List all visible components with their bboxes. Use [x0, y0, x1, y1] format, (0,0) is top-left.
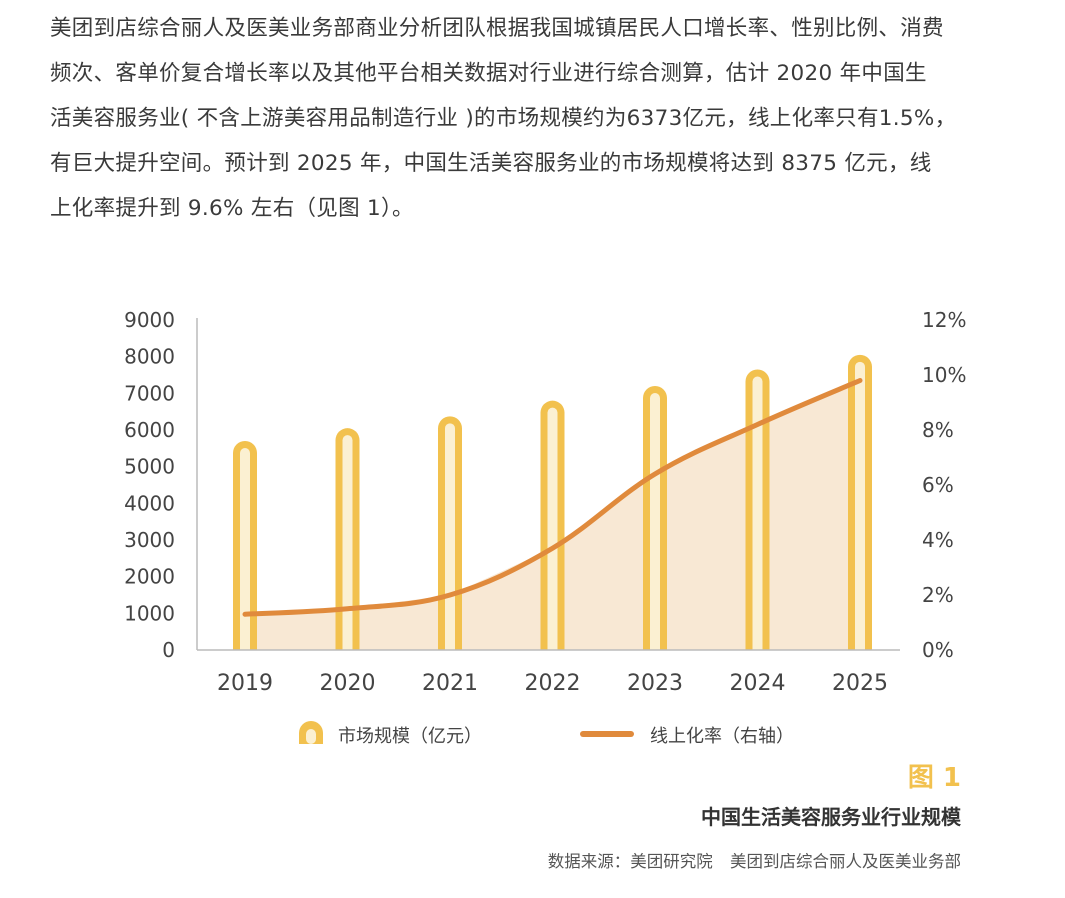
x-tick-label: 2025: [832, 671, 888, 696]
left-tick-label: 2000: [124, 565, 175, 589]
figure-source: 数据来源：美团研究院 美团到店综合丽人及医美业务部: [548, 848, 961, 872]
bar-inner: [650, 393, 660, 650]
paragraph-line: 活美容服务业( 不含上游美容用品制造行业 )的市场规模约为6373亿元，线上化率…: [50, 106, 957, 131]
bar-inner: [752, 376, 763, 650]
left-tick-label: 8000: [124, 345, 175, 369]
right-tick-label: 8%: [922, 418, 954, 442]
bar-inner: [445, 423, 455, 650]
left-tick-label: 6000: [124, 418, 175, 442]
bar-inner: [547, 407, 558, 650]
bar-inner: [240, 448, 250, 650]
x-tick-label: 2024: [730, 671, 786, 696]
source-org: 美团到店综合丽人及医美业务部: [730, 852, 961, 871]
right-tick-label: 6%: [922, 473, 954, 497]
source-label: 数据来源：美团研究院: [547, 852, 713, 871]
paragraph-line: 上化率提升到 9.6% 左右（见图 1）。: [50, 196, 414, 221]
legend: 市场规模（亿元） 线上化率（右轴）: [299, 721, 794, 747]
left-tick-label: 7000: [124, 381, 175, 405]
x-tick-label: 2022: [525, 671, 581, 696]
bar-inner: [342, 435, 353, 650]
right-tick-label: 4%: [922, 528, 954, 552]
legend-label-online-rate: 线上化率（右轴）: [650, 726, 794, 747]
figure-label: 图 1: [907, 763, 961, 793]
figure-title: 中国生活美容服务业行业规模: [701, 805, 961, 829]
left-tick-label: 4000: [124, 491, 175, 515]
right-tick-label: 0%: [922, 638, 954, 662]
left-tick-label: 3000: [124, 528, 175, 552]
paragraph-line: 频次、客单价复合增长率以及其他平台相关数据对行业进行综合测算，估计 2020 年…: [50, 61, 927, 86]
area-layer: [245, 380, 860, 650]
legend-label-market-size: 市场规模（亿元）: [338, 726, 482, 747]
left-tick-label: 1000: [124, 601, 175, 625]
line-layer: [242, 378, 863, 617]
right-tick-label: 12%: [922, 308, 966, 332]
left-tick-label: 0: [162, 638, 175, 662]
bar-inner: [855, 361, 865, 650]
paragraph-line: 美团到店综合丽人及医美业务部商业分析团队根据我国城镇居民人口增长率、性别比例、消…: [50, 16, 944, 41]
paragraph-line: 有巨大提升空间。预计到 2025 年，中国生活美容服务业的市场规模将达到 837…: [50, 151, 932, 176]
market-size-chart: 0 1000 2000 3000 4000 5000 6000 7000 8000 9000 0% 2…: [124, 308, 966, 747]
x-tick-label: 2020: [320, 671, 376, 696]
x-tick-label: 2021: [422, 671, 478, 696]
left-tick-label: 9000: [124, 308, 175, 332]
legend-bar-swatch-inner: [306, 729, 316, 744]
left-tick-label: 5000: [124, 455, 175, 479]
bar-layer: [233, 354, 872, 650]
rate-line: [242, 378, 863, 617]
right-tick-label: 2%: [922, 583, 954, 607]
right-tick-label: 10%: [922, 363, 966, 387]
intro-paragraph: 美团到店综合丽人及医美业务部商业分析团队根据我国城镇居民人口增长率、性别比例、消…: [50, 6, 1040, 231]
x-tick-label: 2023: [627, 671, 683, 696]
x-tick-label: 2019: [217, 671, 273, 696]
rate-area: [245, 380, 860, 650]
axis-layer: 0 1000 2000 3000 4000 5000 6000 7000 8000 9000 0% 2…: [124, 308, 966, 696]
